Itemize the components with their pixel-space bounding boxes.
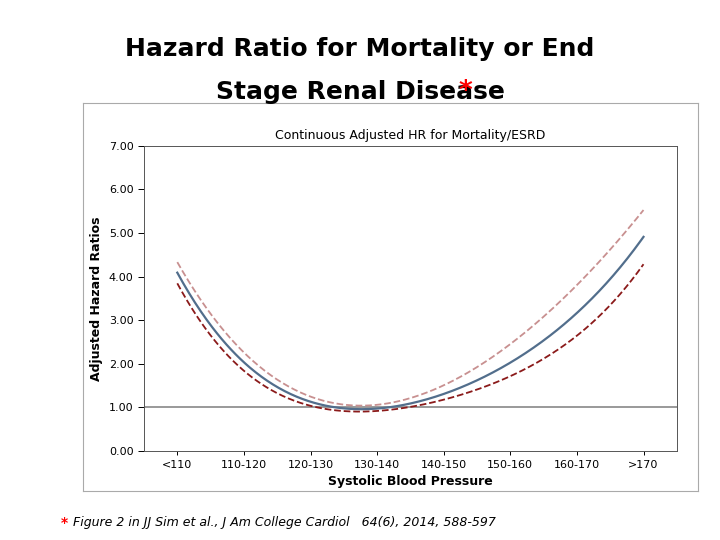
- Y-axis label: Adjusted Hazard Ratios: Adjusted Hazard Ratios: [90, 216, 103, 381]
- Text: Stage Renal Disease: Stage Renal Disease: [215, 80, 505, 104]
- Text: Figure 2 in JJ Sim et al., J Am College Cardiol   64(6), 2014, 588-597: Figure 2 in JJ Sim et al., J Am College …: [73, 516, 496, 529]
- Text: Hazard Ratio for Mortality or End: Hazard Ratio for Mortality or End: [125, 37, 595, 60]
- Text: *: *: [459, 79, 472, 105]
- Title: Continuous Adjusted HR for Mortality/ESRD: Continuous Adjusted HR for Mortality/ESR…: [275, 129, 546, 142]
- X-axis label: Systolic Blood Pressure: Systolic Blood Pressure: [328, 476, 492, 489]
- Text: *: *: [61, 516, 68, 530]
